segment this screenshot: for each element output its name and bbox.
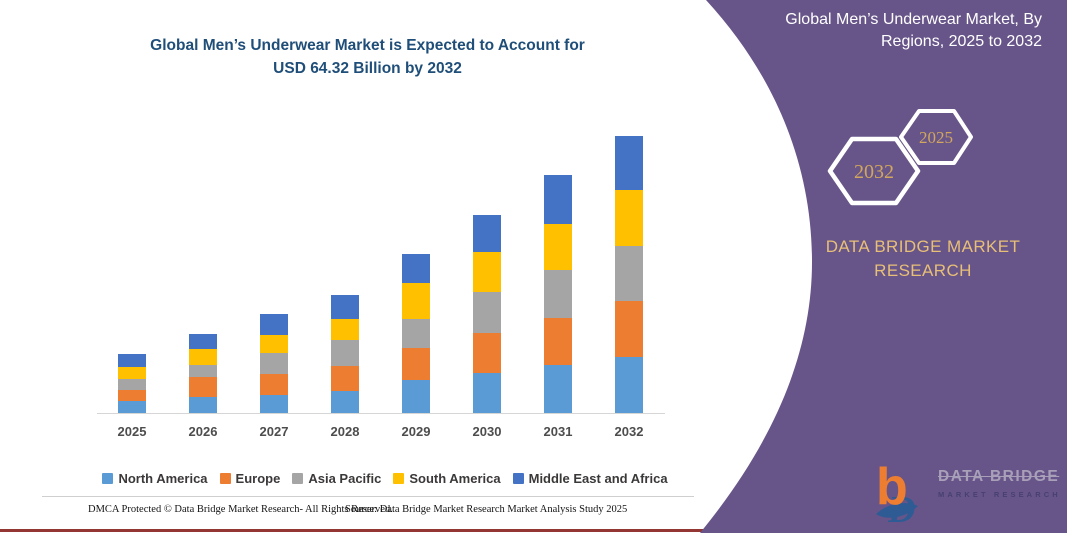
bar-segment-north-america [402,380,430,413]
bar-segment-asia-pacific [615,245,643,302]
hexagon-2025-label: 2025 [919,128,953,147]
hexagon-2032-outline [827,136,921,206]
bar-segment-middle-east-and-africa [544,174,572,224]
bar-segment-south-america [544,223,572,271]
bar-segment-europe [189,377,217,398]
hexagon-2025-badge: 2025 [899,109,973,165]
stacked-bar-2026 [189,334,217,413]
bar-segment-middle-east-and-africa [615,136,643,191]
bar-segment-asia-pacific [331,340,359,366]
chart-title-line1: Global Men’s Underwear Market is Expecte… [150,37,585,54]
bar-segment-europe [544,317,572,366]
x-tick-label-2027: 2027 [259,424,289,439]
bar-segment-europe [615,301,643,358]
x-axis-line [97,413,665,414]
bar-segment-middle-east-and-africa [402,254,430,283]
bar-segment-south-america [189,349,217,365]
stacked-bar-2025 [118,353,146,413]
bar-segment-north-america [615,357,643,413]
bar-segment-south-america [260,335,288,354]
stacked-bar-2029 [402,254,430,413]
legend-item-asia-pacific: Asia Pacific [292,471,381,486]
dmca-notice: DMCA Protected © Data Bridge Market Rese… [88,504,393,515]
x-tick-label-2031: 2031 [543,424,573,439]
x-axis-labels: 2025 2026 2027 2028 2029 2030 2031 2032 [97,424,665,442]
bar-segment-europe [473,332,501,373]
bar-segment-middle-east-and-africa [331,295,359,320]
bar-segment-north-america [189,397,217,413]
bar-segment-asia-pacific [473,292,501,333]
x-tick-label-2029: 2029 [401,424,431,439]
hexagon-2032-label: 2032 [854,161,894,183]
bar-segment-asia-pacific [260,353,288,374]
bar-segment-asia-pacific [189,364,217,378]
x-tick-label-2025: 2025 [117,424,147,439]
hexagon-2032-badge: 2032 [827,136,921,206]
bar-segment-europe [402,347,430,381]
bar-segment-middle-east-and-africa [189,334,217,350]
legend-item-north-america: North America [102,471,208,486]
stacked-bar-2032 [615,136,643,413]
bar-segment-south-america [473,252,501,293]
chart-title: Global Men’s Underwear Market is Expecte… [95,34,640,80]
legend-label: Asia Pacific [308,471,382,486]
bar-segment-north-america [544,365,572,413]
bar-segment-middle-east-and-africa [260,314,288,336]
legend-swatch-icon [292,473,304,484]
bar-segment-europe [260,373,288,395]
bar-segment-south-america [402,282,430,319]
bottom-red-rule [0,529,1067,532]
legend-swatch-icon [512,473,524,484]
bar-segment-south-america [615,190,643,246]
stacked-bar-2030 [473,214,501,413]
purple-wedge-shape [700,0,1067,533]
bar-segment-north-america [473,372,501,413]
bar-segment-europe [331,365,359,392]
chart-title-line2: USD 64.32 Billion by 2032 [273,60,462,77]
x-tick-label-2026: 2026 [188,424,218,439]
x-tick-label-2030: 2030 [472,424,502,439]
stacked-bar-2027 [260,314,288,413]
legend-swatch-icon [219,473,231,484]
stacked-bar-2031 [544,174,572,413]
bar-segment-asia-pacific [544,270,572,318]
bar-segment-north-america [331,391,359,413]
legend-item-middle-east-and-africa: Middle East and Africa [512,471,668,486]
legend-label: South America [409,471,501,486]
bar-segment-south-america [118,366,146,379]
legend-swatch-icon [393,473,405,484]
bar-segment-north-america [118,401,146,413]
stacked-bar-plot [97,129,665,413]
source-note: Source: Data Bridge Market Research Mark… [345,504,628,515]
legend-label: Middle East and Africa [528,471,668,486]
stacked-bar-2028 [331,295,359,413]
bar-segment-europe [118,390,146,402]
bar-segment-middle-east-and-africa [118,353,146,367]
bar-segment-asia-pacific [402,318,430,348]
bar-segment-south-america [331,319,359,341]
x-tick-label-2028: 2028 [330,424,360,439]
chart-legend: North America Europe Asia Pacific South Ame… [90,471,680,486]
bar-segment-north-america [260,394,288,413]
x-tick-label-2032: 2032 [614,424,644,439]
legend-item-europe: Europe [219,471,281,486]
bar-segment-middle-east-and-africa [473,214,501,253]
footer-divider [42,496,694,497]
bar-segment-asia-pacific [118,379,146,391]
legend-swatch-icon [102,473,114,484]
legend-item-south-america: South America [393,471,501,486]
legend-label: Europe [235,471,281,486]
hexagon-2025-outline [899,109,973,165]
legend-label: North America [118,471,208,486]
